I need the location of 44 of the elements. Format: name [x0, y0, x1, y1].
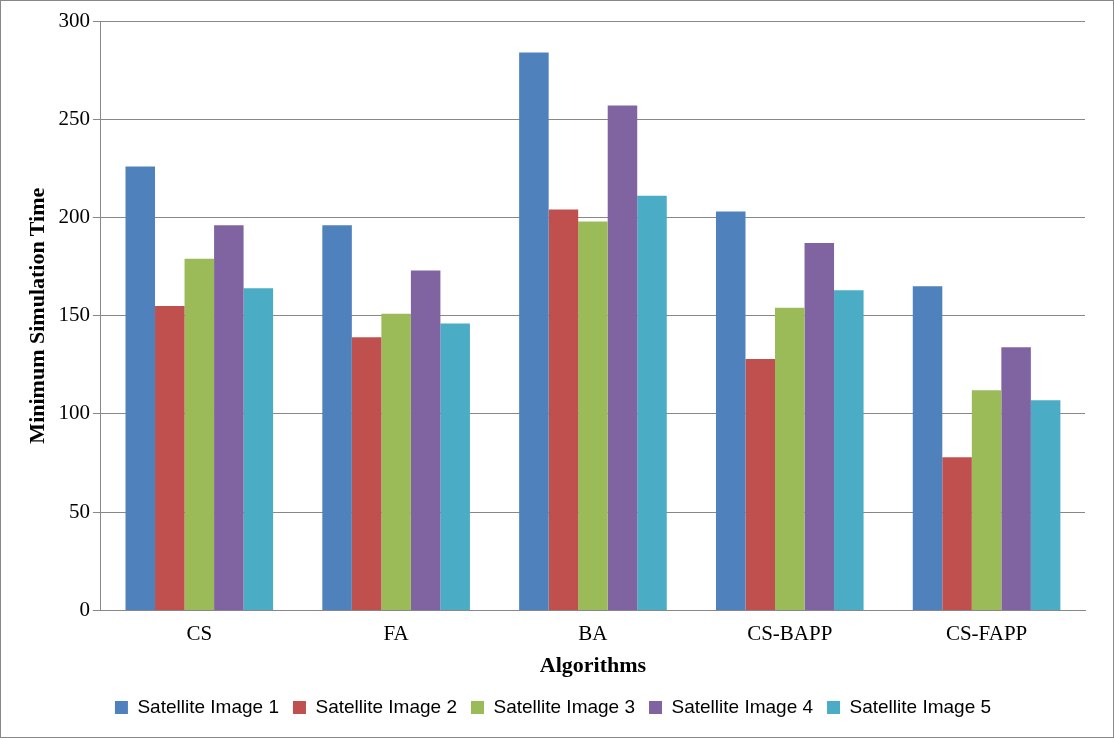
- bar: [214, 225, 244, 610]
- bar: [715, 211, 746, 610]
- y-tick-label: 200: [58, 203, 90, 228]
- bar: [410, 270, 441, 610]
- y-tick-label: 150: [58, 302, 90, 327]
- bar: [351, 337, 382, 610]
- legend-label: Satellite Image 5: [849, 695, 992, 717]
- bar: [381, 313, 411, 610]
- bar: [1030, 400, 1061, 610]
- legend-label: Satellite Image 4: [671, 695, 814, 717]
- bar: [971, 390, 1002, 610]
- legend-label: Satellite Image 3: [493, 695, 636, 717]
- y-tick-label: 0: [79, 596, 90, 621]
- bar: [548, 209, 579, 610]
- legend-label: Satellite Image 1: [137, 695, 279, 717]
- bar: [519, 52, 549, 610]
- bar: [745, 358, 776, 610]
- bar: [942, 457, 972, 610]
- bar: [607, 105, 638, 610]
- y-tick-label: 250: [58, 105, 90, 130]
- bar: [125, 166, 156, 610]
- x-tick-label: CS: [186, 620, 213, 645]
- bar: [184, 258, 215, 610]
- bar: [440, 323, 470, 610]
- bar: [834, 290, 864, 610]
- bar: [578, 221, 608, 610]
- bar: [1001, 347, 1031, 610]
- x-tick-label: BA: [578, 620, 609, 645]
- bar: [637, 195, 667, 610]
- x-axis-title: Algorithms: [539, 652, 647, 678]
- bar: [775, 307, 805, 610]
- y-axis-title: Minimum Simulation Time: [23, 187, 49, 444]
- legend-label: Satellite Image 2: [315, 695, 457, 717]
- y-tick-label: 50: [68, 498, 90, 523]
- bar: [243, 288, 274, 610]
- y-tick-label: 100: [58, 400, 90, 425]
- bar: [804, 243, 835, 610]
- bar: [155, 305, 185, 610]
- bar: [322, 225, 352, 610]
- x-tick-label: CS-BAPP: [747, 620, 833, 645]
- y-tick-label: 300: [58, 7, 90, 32]
- x-tick-label: CS-FAPP: [945, 620, 1028, 645]
- x-tick-label: FA: [383, 620, 410, 645]
- bar: [912, 286, 943, 610]
